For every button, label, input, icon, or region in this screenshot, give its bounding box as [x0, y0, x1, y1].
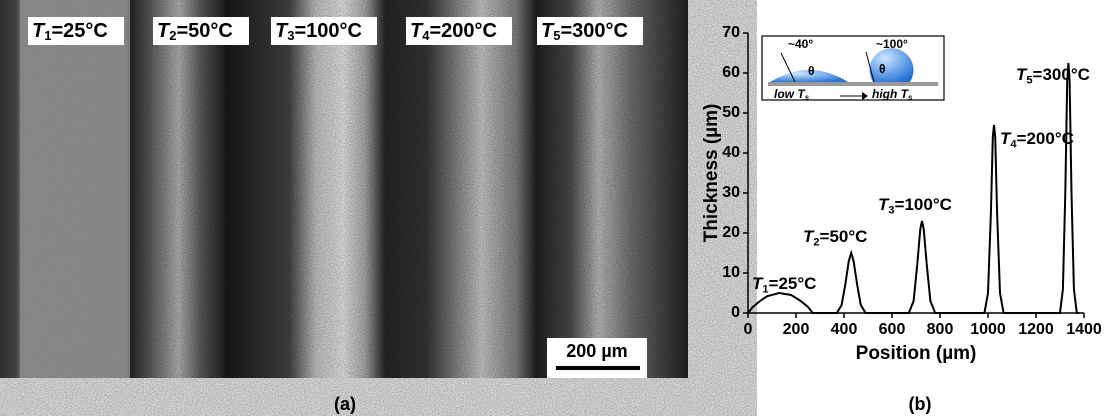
label-box — [271, 17, 377, 45]
x-tick-label: 200 — [783, 321, 810, 338]
symbol: T — [275, 20, 289, 42]
angle-label: ~40° — [788, 37, 813, 51]
label-text: =25°C — [769, 274, 817, 293]
x-tick-label: 0 — [744, 321, 753, 338]
label-text: =300°C — [560, 20, 628, 42]
y-tick-label: 20 — [722, 224, 740, 241]
label-text: low — [774, 87, 797, 101]
label: T4=200°C — [1000, 129, 1074, 150]
angle-label: ~100° — [876, 37, 908, 51]
symbol: T — [901, 87, 910, 101]
label-text: =100°C — [895, 195, 952, 214]
x-axis-label: Position (µm) — [856, 343, 977, 364]
caption: (b) — [909, 394, 932, 414]
y-tick-label: 0 — [731, 304, 740, 321]
low-droplet — [770, 70, 848, 82]
x-tick-label: 1200 — [1018, 321, 1054, 338]
panel-b: 0 10 20 30 40 50 60 70 0 200 400 600 800 1000 1200 1400… — [701, 24, 1102, 414]
subscript: s — [908, 93, 913, 102]
y-tick-label: 30 — [722, 184, 740, 201]
subscript: 2 — [813, 236, 819, 248]
label-text: =50°C — [176, 20, 232, 42]
theta: θ — [879, 62, 886, 76]
x-tick-label: 1400 — [1066, 321, 1102, 338]
label: T3=100°C — [878, 195, 952, 216]
x-tick-label: 1000 — [970, 321, 1006, 338]
subscript: 5 — [1026, 74, 1032, 86]
subscript: 4 — [422, 28, 430, 43]
y-tick-label: 50 — [722, 104, 740, 121]
x-tick-label: 600 — [879, 321, 906, 338]
x-tick-label: 400 — [831, 321, 858, 338]
label-text: =100°C — [294, 20, 362, 42]
label-text: high — [872, 87, 901, 101]
label-text: =300°C — [1033, 65, 1090, 84]
scale-label: 200 µm — [566, 341, 627, 361]
label-box — [406, 17, 512, 45]
high-droplet — [869, 48, 914, 82]
sem-smooth-band — [20, 0, 130, 378]
label-box — [153, 17, 249, 45]
label: T4=200°C — [410, 20, 497, 43]
y-tick-label: 10 — [722, 264, 740, 281]
symbol: T — [752, 274, 764, 293]
label: T1=25°C — [752, 274, 816, 295]
x-tick-label: 800 — [927, 321, 954, 338]
subscript: 5 — [553, 28, 560, 43]
y-tick-label: 40 — [722, 144, 740, 161]
label: T3=100°C — [275, 20, 362, 43]
y-tick-label: 60 — [722, 64, 740, 81]
subscript: 4 — [1010, 138, 1017, 150]
symbol: T — [157, 20, 171, 42]
inset-frame — [761, 35, 945, 101]
subscript: 3 — [287, 28, 294, 43]
symbol: T — [1000, 129, 1012, 148]
symbol: T — [1016, 65, 1028, 84]
caption: (a) — [334, 394, 356, 414]
label: T1=25°C — [32, 20, 108, 43]
symbol: T — [797, 87, 806, 101]
tangent — [865, 51, 875, 83]
inset — [761, 35, 945, 101]
label-text: =50°C — [820, 227, 868, 246]
subscript: 1 — [44, 28, 51, 43]
sem-image — [0, 0, 688, 378]
label: T5=300°C — [541, 20, 628, 43]
label: low Ts — [774, 87, 810, 102]
label: T2=50°C — [803, 227, 867, 248]
subscript: 3 — [888, 204, 894, 216]
substrate — [768, 82, 938, 86]
label-text: =200°C — [429, 20, 497, 42]
label-box — [28, 17, 124, 45]
scale-bar — [556, 366, 640, 370]
label: T2=50°C — [157, 20, 233, 43]
label-text: =200°C — [1017, 129, 1074, 148]
y-tick-label: 70 — [722, 24, 740, 41]
symbol: T — [803, 227, 815, 246]
arrow-head — [862, 92, 868, 100]
panel-a: T1=25°C T2=50°C T3=100°C T4=200°C T5=300°C20… — [28, 17, 647, 414]
symbol: T — [541, 20, 555, 42]
thickness-line — [747, 62, 1080, 314]
subscript: s — [805, 93, 810, 102]
label-box — [537, 17, 643, 45]
scale-box — [547, 338, 647, 378]
subscript: 2 — [169, 28, 176, 43]
y-axis-label: Thickness (µm) — [701, 104, 722, 243]
label: high Ts — [872, 87, 913, 102]
subscript: 1 — [762, 283, 768, 295]
label: T5=300°C — [1016, 65, 1090, 86]
tangent — [780, 52, 796, 83]
symbol: T — [878, 195, 890, 214]
symbol: T — [32, 20, 46, 42]
symbol: T — [410, 20, 424, 42]
label-text: =25°C — [51, 20, 107, 42]
theta: θ — [808, 64, 815, 78]
